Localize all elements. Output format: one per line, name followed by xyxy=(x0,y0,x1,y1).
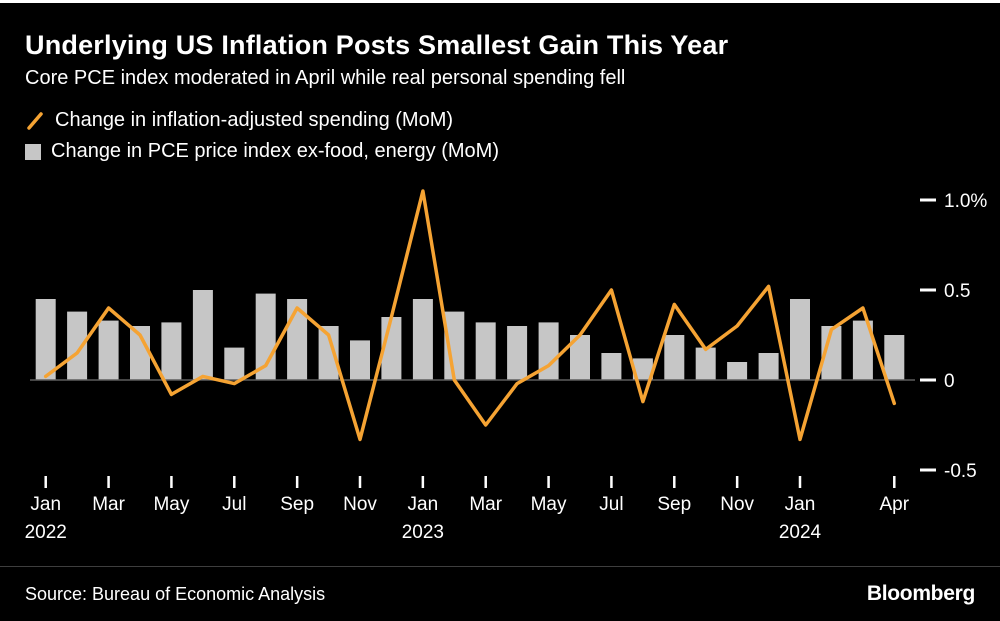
bar-Jan-2023 xyxy=(412,299,433,380)
legend-label-spending: Change in inflation-adjusted spending (M… xyxy=(55,109,454,131)
x-axis-month-label: May xyxy=(153,494,189,515)
bar-Apr-2024 xyxy=(884,335,905,380)
bar-Feb-2024 xyxy=(821,326,842,380)
bar-Feb-2023 xyxy=(444,311,465,380)
bar-Aug-2023 xyxy=(632,358,653,380)
legend-label-pce: Change in PCE price index ex-food, energ… xyxy=(51,140,499,162)
bar-Apr-2022 xyxy=(130,326,150,380)
bar-Jun-2022 xyxy=(192,290,213,380)
y-axis-label: 0 xyxy=(944,371,955,392)
y-axis-label: -0.5 xyxy=(944,461,977,482)
x-axis-month-label: Nov xyxy=(720,494,754,515)
bar-Jan-2024 xyxy=(790,299,810,380)
legend-item-pce: Change in PCE price index ex-food, energ… xyxy=(25,136,499,167)
x-axis-month-label: Apr xyxy=(879,494,909,515)
chart-subtitle: Core PCE index moderated in April while … xyxy=(25,67,626,89)
x-axis-month-label: Mar xyxy=(92,494,125,515)
y-axis-label: 0.5 xyxy=(944,281,970,302)
x-axis-year-label: 2024 xyxy=(779,522,822,543)
bar-Nov-2022 xyxy=(350,340,370,380)
chart-title: Underlying US Inflation Posts Smallest G… xyxy=(25,30,729,60)
x-axis-month-label: Sep xyxy=(657,494,691,515)
bar-Sep-2023 xyxy=(664,335,685,380)
bar-Mar-2023 xyxy=(475,322,496,380)
line-series-swatch-icon xyxy=(27,111,43,130)
bar-Apr-2023 xyxy=(507,326,528,380)
top-accent-line xyxy=(0,0,1000,3)
x-axis-year-label: 2022 xyxy=(25,522,67,543)
chart-footer: Source: Bureau of Economic Analysis Bloo… xyxy=(0,566,1000,621)
spending-line xyxy=(43,189,897,442)
bar-Jan-2022 xyxy=(35,299,56,380)
y-axis-label: 1.0% xyxy=(944,191,987,212)
bar-Dec-2023 xyxy=(758,353,779,380)
x-axis-month-label: Jul xyxy=(222,494,246,515)
bar-Nov-2023 xyxy=(727,362,748,380)
bar-May-2022 xyxy=(161,322,182,380)
bar-series-swatch-icon xyxy=(25,143,41,160)
x-axis-month-label: Jan xyxy=(408,494,439,515)
x-axis-month-label: Jan xyxy=(785,494,816,515)
bar-Feb-2022 xyxy=(67,311,88,380)
source-note: Source: Bureau of Economic Analysis xyxy=(25,583,326,604)
x-axis-month-label: Nov xyxy=(343,494,377,515)
bar-Mar-2024 xyxy=(852,320,873,380)
bar-May-2023 xyxy=(538,322,559,380)
legend: Change in inflation-adjusted spending (M… xyxy=(25,105,499,167)
x-axis-month-label: Mar xyxy=(469,494,502,515)
x-axis-month-label: May xyxy=(531,494,567,515)
bar-Mar-2022 xyxy=(98,320,119,380)
x-axis-month-label: Jan xyxy=(30,494,61,515)
x-axis-month-label: Jul xyxy=(599,494,623,515)
bar-Oct-2022 xyxy=(318,326,339,380)
legend-item-spending: Change in inflation-adjusted spending (M… xyxy=(25,105,499,136)
bar-Jul-2022 xyxy=(224,347,245,380)
x-axis-year-label: 2023 xyxy=(402,522,444,543)
bar-Oct-2023 xyxy=(695,347,716,380)
bar-Jul-2023 xyxy=(601,353,622,380)
x-axis-month-label: Sep xyxy=(280,494,314,515)
chart-canvas: 1.0% 0.5 0 -0.5 Jan 2022 Mar May Jul Sep Nov Jan 202… xyxy=(25,189,987,543)
bloomberg-logo: Bloomberg xyxy=(866,582,975,605)
bar-Jun-2023 xyxy=(570,335,590,380)
